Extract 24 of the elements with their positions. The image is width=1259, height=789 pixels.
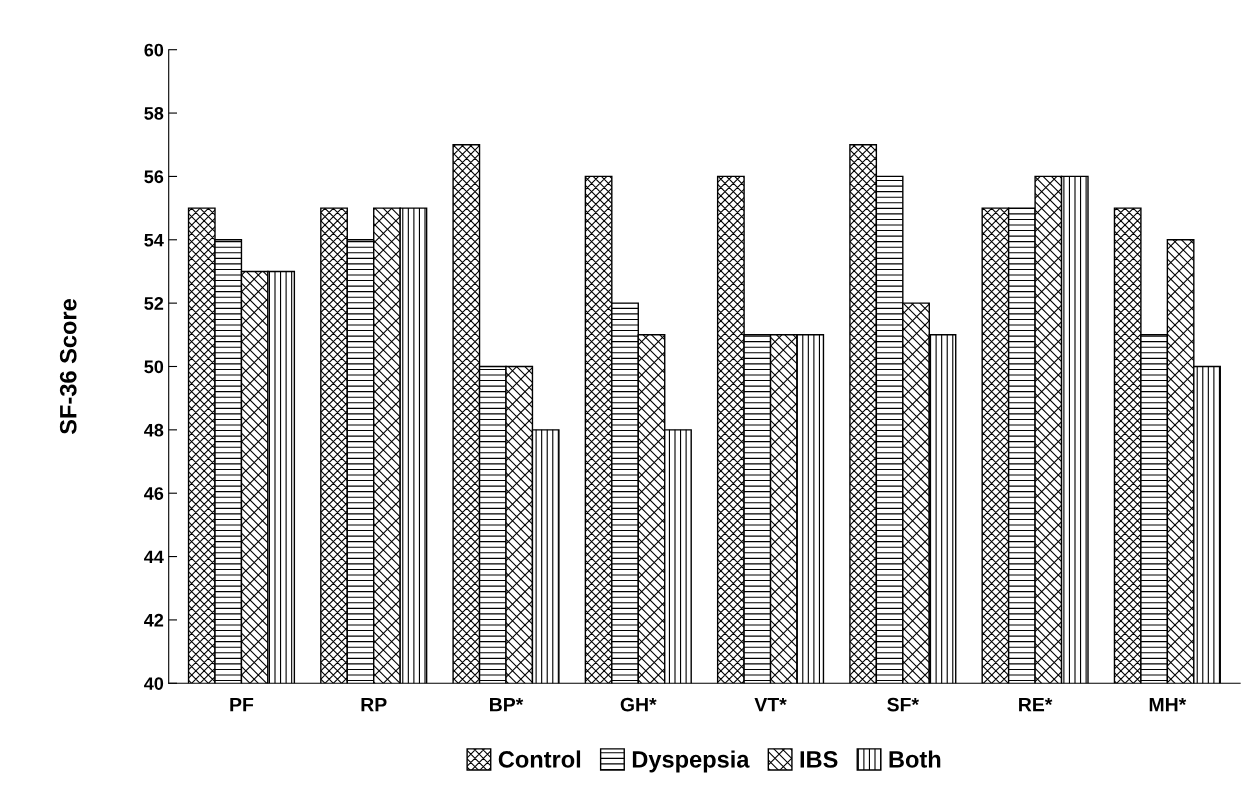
y-tick-label: 54 [144, 233, 164, 247]
x-tick-label: PF [230, 697, 254, 712]
legend-label: Dyspepsia [632, 750, 750, 773]
y-tick-label: 56 [144, 170, 164, 184]
legend-label: Both [889, 750, 941, 768]
y-tick-label: 44 [144, 550, 164, 564]
y-tick-label: 58 [144, 107, 164, 120]
legend-label: Control [498, 750, 581, 768]
y-tick-label: 48 [144, 423, 164, 437]
x-tick-label: RP [361, 697, 387, 712]
legend-label: IBS [800, 751, 838, 768]
x-tick-label: RE* [1019, 697, 1053, 712]
y-tick-label: 50 [144, 360, 164, 374]
y-tick-label: 46 [144, 487, 164, 500]
x-tick-label: VT* [754, 697, 787, 712]
y-tick-label: 42 [144, 613, 164, 627]
y-tick-label: 40 [144, 677, 164, 690]
y-tick-label: 60 [144, 43, 164, 57]
x-tick-label: BP* [490, 697, 524, 712]
y-axis-title: SF-36 Score [59, 299, 77, 435]
x-tick-label: MH* [1149, 697, 1187, 712]
x-tick-label: SF* [887, 697, 920, 712]
y-tick-label: 52 [144, 297, 164, 310]
x-tick-label: GH* [620, 697, 657, 712]
